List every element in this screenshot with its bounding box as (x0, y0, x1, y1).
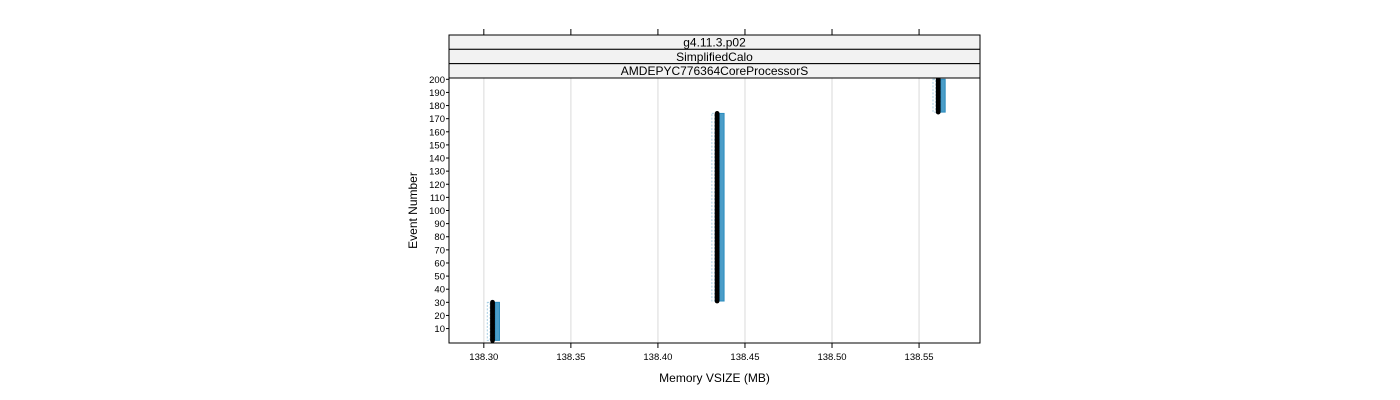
spread-band (711, 112, 716, 302)
spread-band (494, 301, 500, 341)
y-axis: 10 20 30 40 50 60 70 80 90 100 110 120 130 140 150 160 1… (429, 75, 449, 335)
event-point (714, 111, 720, 116)
y-tick-label: 50 (434, 272, 445, 283)
y-tick-label: 200 (429, 75, 445, 86)
x-tick-label: 138.35 (556, 352, 585, 363)
event-point (490, 299, 495, 305)
y-axis-title: Event Number (406, 172, 420, 249)
strip-header: g4.11.3.p02SimplifiedCaloAMDEPYC776364Co… (448, 34, 981, 79)
x-axis: 138.30 138.35 138.40 138.45 138.50 138.55 (469, 29, 934, 363)
x-axis-title: Memory VSIZE (MB) (659, 371, 770, 385)
y-tick-label: 170 (429, 114, 445, 125)
grid-lines (483, 78, 920, 343)
strip-label: SimplifiedCalo (676, 50, 753, 64)
spread-band (486, 301, 491, 341)
y-tick-label: 150 (429, 140, 445, 151)
y-tick-label: 140 (429, 154, 445, 165)
strip-label: AMDEPYC776364CoreProcessorS (621, 64, 808, 78)
y-tick-label: 70 (434, 245, 445, 256)
x-tick-label: 138.45 (730, 352, 759, 363)
y-tick-label: 20 (434, 311, 445, 322)
y-tick-label: 90 (434, 219, 445, 230)
y-tick-label: 130 (429, 167, 445, 178)
y-tick-label: 10 (434, 324, 445, 335)
spread-band (932, 78, 937, 113)
y-tick-label: 100 (429, 206, 445, 217)
y-tick-label: 60 (434, 258, 445, 269)
y-tick-label: 40 (434, 285, 445, 296)
strip-box (448, 63, 981, 79)
y-tick-label: 190 (429, 88, 445, 99)
x-tick-label: 138.40 (643, 352, 672, 363)
y-tick-label: 160 (429, 127, 445, 138)
x-tick-label: 138.50 (817, 352, 846, 363)
y-tick-label: 180 (429, 101, 445, 112)
y-tick-label: 120 (429, 180, 445, 191)
data-points (486, 76, 946, 343)
y-tick-label: 30 (434, 298, 445, 309)
spread-band (940, 78, 946, 113)
x-tick-label: 138.55 (905, 352, 934, 363)
x-tick-label: 138.30 (469, 352, 498, 363)
strip-label: g4.11.3.p02 (683, 36, 746, 50)
y-tick-label: 110 (430, 193, 445, 204)
spread-band (719, 112, 725, 302)
y-tick-label: 80 (434, 232, 445, 243)
